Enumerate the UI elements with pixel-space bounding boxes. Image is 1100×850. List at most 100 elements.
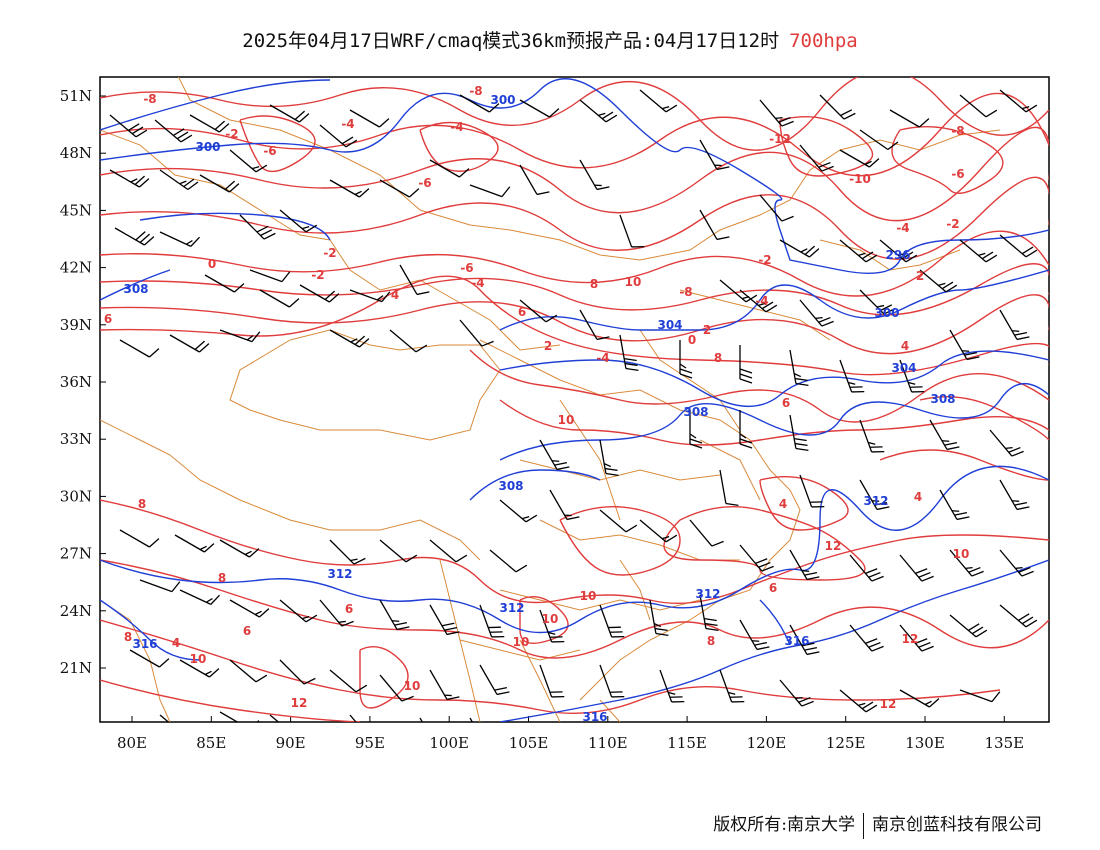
temperature-label: 10 (542, 612, 559, 626)
wind-barb (879, 239, 918, 263)
wind-barb (719, 469, 739, 506)
wind-barb (839, 689, 878, 713)
wind-barb (929, 419, 960, 451)
temperature-label: -8 (469, 84, 482, 98)
lon-label: 105E (509, 734, 549, 752)
lon-label: 110E (588, 734, 628, 752)
wind-barb (279, 659, 316, 685)
temperature-label: 4 (914, 490, 922, 504)
wind-barb (539, 439, 570, 471)
wind-barb (799, 474, 825, 508)
wind-barb (789, 624, 820, 656)
wind-barb (519, 99, 560, 118)
temperature-label: -4 (450, 120, 463, 134)
wind-barb (649, 599, 669, 636)
wind-barb (429, 539, 468, 563)
wind-barb (459, 94, 500, 113)
wind-barb (429, 159, 470, 178)
wind-barb (469, 184, 511, 198)
wind-barb (739, 544, 774, 572)
wind-barb (579, 159, 610, 191)
wind-barb (799, 299, 834, 327)
wind-barb (959, 689, 1001, 703)
temperature-label: 8 (138, 497, 146, 511)
height-label: 300 (195, 140, 220, 154)
temperature-label: -2 (946, 217, 959, 231)
footer-separator (863, 812, 864, 839)
title-level: 700hpa (789, 30, 858, 52)
wind-barb (329, 179, 370, 198)
wind-barb (859, 129, 899, 151)
temperature-label: 10 (190, 652, 207, 666)
temperature-label: -10 (849, 172, 871, 186)
wind-barb (599, 664, 625, 698)
temperature-label: 10 (558, 413, 575, 427)
wind-barb (379, 599, 410, 631)
temperature-label: 2 (916, 269, 924, 283)
wind-barb (839, 239, 878, 263)
temperature-label: -8 (143, 92, 156, 106)
temperature-label: 4 (391, 288, 399, 302)
wind-barb (719, 279, 758, 303)
wind-barb (599, 439, 619, 476)
wind-barb (639, 519, 678, 543)
wind-barb (689, 519, 724, 547)
temperature-label: -4 (471, 276, 484, 290)
wind-barb (599, 509, 638, 533)
temperature-label: 0 (208, 257, 216, 271)
wind-barb (899, 689, 940, 708)
wind-barb (229, 659, 268, 683)
wind-barb (949, 329, 980, 361)
height-label: 296 (885, 248, 910, 262)
wind-barb (159, 169, 199, 191)
longitude-axis: 80E 85E 90E 95E 100E 105E 110E 115E 120E 125E 130E… (117, 716, 1024, 752)
temperature-label: 6 (243, 624, 251, 638)
wind-barb (329, 539, 366, 565)
wind-barb (279, 599, 318, 623)
wind-barb (429, 669, 460, 701)
wind-barb (109, 169, 150, 188)
temperature-label: 12 (880, 697, 897, 711)
wind-barb (759, 99, 794, 127)
boundaries (100, 77, 1001, 722)
temperature-label: 6 (518, 305, 526, 319)
wind-barb (579, 309, 610, 341)
temperature-label: 10 (513, 635, 530, 649)
height-label: 308 (123, 282, 148, 296)
lat-label: 39N (60, 316, 92, 334)
wind-barb (839, 149, 880, 168)
wind-barb (379, 674, 414, 702)
height-label: 308 (683, 405, 708, 419)
wind-barb (849, 624, 884, 652)
wind-barb (739, 289, 778, 313)
wind-barb (429, 604, 460, 636)
height-label: 312 (499, 601, 524, 615)
wind-barb (859, 419, 885, 453)
wind-barb (739, 345, 753, 384)
lon-label: 125E (826, 734, 866, 752)
temperature-label: 6 (345, 602, 353, 616)
footer-credits: 版权所有:南京大学 南京创蓝科技有限公司 (713, 810, 1042, 839)
wind-barb (739, 410, 753, 449)
temperature-label: -6 (951, 167, 964, 181)
temperature-label: 0 (688, 333, 696, 347)
temperature-label: 8 (707, 634, 715, 648)
temperature-label: -6 (263, 144, 276, 158)
wind-barb (999, 309, 1030, 341)
wind-barb (169, 334, 210, 353)
temperature-label: 10 (404, 679, 421, 693)
wind-barb (219, 329, 261, 343)
wind-barb (519, 299, 558, 323)
wind-barb (699, 209, 730, 241)
wind-barb (349, 109, 390, 128)
wind-barb (114, 227, 155, 246)
wind-barb (699, 139, 730, 171)
lat-label: 51N (60, 87, 92, 105)
wind-barb (789, 349, 809, 386)
lat-label: 42N (60, 259, 92, 277)
title-main: 2025年04月17日WRF/cmaq模式36km预报产品:04月17日12时 (242, 30, 780, 52)
wind-barb (779, 679, 814, 707)
wind-barb (109, 114, 148, 138)
height-label: 304 (657, 318, 682, 332)
lon-label: 80E (117, 734, 147, 752)
